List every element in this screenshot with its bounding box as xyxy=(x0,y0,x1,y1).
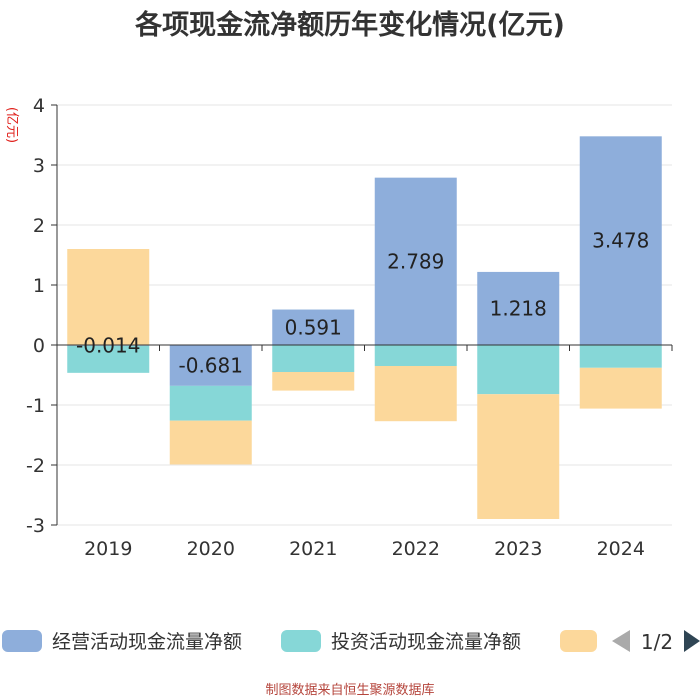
data-label: 1.218 xyxy=(490,296,547,320)
bar-s2-2023 xyxy=(477,345,560,395)
bar-s3-2024 xyxy=(579,367,662,409)
bar-s1-2022 xyxy=(374,177,457,345)
y-tick-label: -2 xyxy=(26,455,45,477)
x-tick-label: 2021 xyxy=(289,538,337,560)
bar-s2-2024 xyxy=(579,345,662,368)
y-tick-label: 1 xyxy=(33,275,45,297)
legend: 经营活动现金流量净额 投资活动现金流量净额 1/2 xyxy=(2,630,700,654)
x-tick-label: 2022 xyxy=(392,538,440,560)
y-axis-label: (亿元) xyxy=(4,107,19,143)
y-tick-label: -1 xyxy=(26,395,45,417)
bar-s3-2022 xyxy=(374,366,457,422)
bar-s2-2022 xyxy=(374,345,457,366)
bars-group xyxy=(67,136,662,519)
legend-page-label: 1/2 xyxy=(641,630,673,654)
bar-s1-2021 xyxy=(272,309,355,345)
y-tick-label: 3 xyxy=(33,155,45,177)
bar-s1-2020 xyxy=(169,345,252,386)
bar-s1-2023 xyxy=(477,271,560,345)
data-label: 2.789 xyxy=(387,249,444,273)
bar-s2-2019 xyxy=(67,345,150,373)
bar-s1-2024 xyxy=(579,136,662,345)
bar-s2-2020 xyxy=(169,385,252,421)
bar-s3-2023 xyxy=(477,394,560,519)
bar-s3-2020 xyxy=(169,420,252,465)
bar-s3-2019 xyxy=(67,249,150,345)
y-tick-label: 0 xyxy=(33,335,45,357)
data-label: -0.014 xyxy=(76,333,140,357)
chart-title: 各项现金流净额历年变化情况(亿元) xyxy=(134,9,565,41)
legend-swatch xyxy=(560,630,597,652)
data-label: 3.478 xyxy=(592,229,649,253)
legend-label: 投资活动现金流量净额 xyxy=(331,631,521,653)
y-tick-label: -3 xyxy=(26,515,45,537)
data-label: -0.681 xyxy=(179,353,243,377)
legend-swatch xyxy=(2,630,42,652)
axes-group: 4 3 2 1 0 -1 -2 -3 2019 2020 2021 2022 2023 2024 xyxy=(26,95,673,560)
x-tick-label: 2019 xyxy=(84,538,132,560)
x-tick-label: 2024 xyxy=(597,538,645,560)
bar-s3-2021 xyxy=(272,372,355,391)
grid-lines xyxy=(57,104,672,526)
y-tick-label: 4 xyxy=(33,95,45,117)
legend-label: 经营活动现金流量净额 xyxy=(52,631,242,653)
source-note: 制图数据来自恒生聚源数据库 xyxy=(265,682,434,698)
y-tick-label: 2 xyxy=(33,215,45,237)
next-page-icon xyxy=(684,630,700,652)
x-tick-label: 2020 xyxy=(187,538,235,560)
x-tick-label: 2023 xyxy=(494,538,542,560)
prev-page-icon xyxy=(612,630,630,652)
bar-s2-2021 xyxy=(272,345,355,372)
legend-swatch xyxy=(281,630,321,652)
data-labels-group: -0.014 -0.681 0.591 2.789 1.218 3.478 xyxy=(76,229,649,378)
data-label: 0.591 xyxy=(285,315,342,339)
